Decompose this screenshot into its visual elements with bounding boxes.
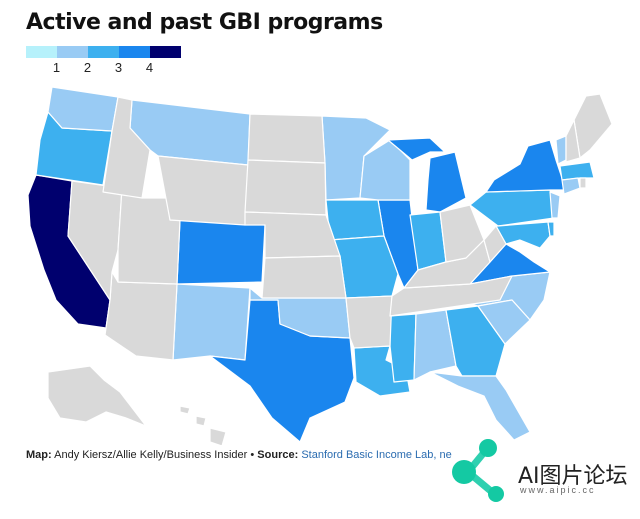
state-ri — [579, 177, 587, 189]
legend-swatch-4 — [150, 46, 181, 58]
legend-label-3: 3 — [114, 60, 123, 75]
source-link[interactable]: Stanford Basic Income Lab, ne — [301, 449, 452, 461]
legend-swatch-1 — [57, 46, 88, 58]
legend-label-4: 4 — [145, 60, 154, 75]
state-wv — [483, 225, 507, 263]
state-nm — [172, 283, 251, 361]
state-id — [102, 96, 151, 199]
state-co — [176, 219, 266, 285]
state-pa — [469, 189, 555, 227]
state-fl — [429, 371, 531, 441]
state-me — [573, 93, 613, 159]
watermark-text: AI图片论坛 — [518, 464, 628, 489]
state-nj — [549, 191, 561, 219]
legend: 1 2 3 4 — [26, 46, 181, 75]
credit-map-prefix: Map: — [26, 449, 52, 461]
state-ct — [561, 177, 581, 195]
state-ny — [485, 139, 567, 193]
state-nh — [565, 119, 581, 163]
state-ia — [325, 199, 385, 241]
state-wy — [157, 155, 249, 226]
legend-label-2: 2 — [83, 60, 92, 75]
watermark-logo-icon — [452, 439, 504, 502]
legend-labels: 1 2 3 4 — [26, 58, 181, 75]
credit-map-text: Andy Kiersz/Allie Kelly/Business Insider — [51, 449, 248, 461]
credit-line: Map: Andy Kiersz/Allie Kelly/Business In… — [26, 449, 452, 461]
state-al — [413, 309, 457, 381]
legend-swatch-3 — [119, 46, 150, 58]
watermark-url: www.aipic.cc — [520, 485, 596, 495]
state-sd — [244, 159, 327, 216]
legend-swatches — [26, 46, 181, 58]
state-oh — [439, 204, 485, 263]
state-vt — [555, 135, 567, 165]
state-wa — [47, 86, 119, 132]
state-ms — [389, 313, 417, 383]
credit-bullet: • — [247, 449, 258, 461]
state-de — [547, 221, 555, 237]
state-ks — [261, 255, 347, 299]
legend-label-1: 1 — [52, 60, 61, 75]
us-map — [27, 86, 613, 445]
state-sc — [477, 299, 531, 345]
state-az — [104, 271, 178, 361]
legend-swatch-2 — [88, 46, 119, 58]
state-ma — [559, 161, 595, 181]
state-ar — [345, 295, 393, 349]
state-nd — [247, 113, 326, 164]
legend-swatch-0 — [26, 46, 57, 58]
map-title: Active and past GBI programs — [26, 10, 383, 35]
credit-source-prefix: Source: — [257, 449, 299, 461]
state-hi — [179, 405, 227, 445]
state-ak — [47, 365, 147, 427]
